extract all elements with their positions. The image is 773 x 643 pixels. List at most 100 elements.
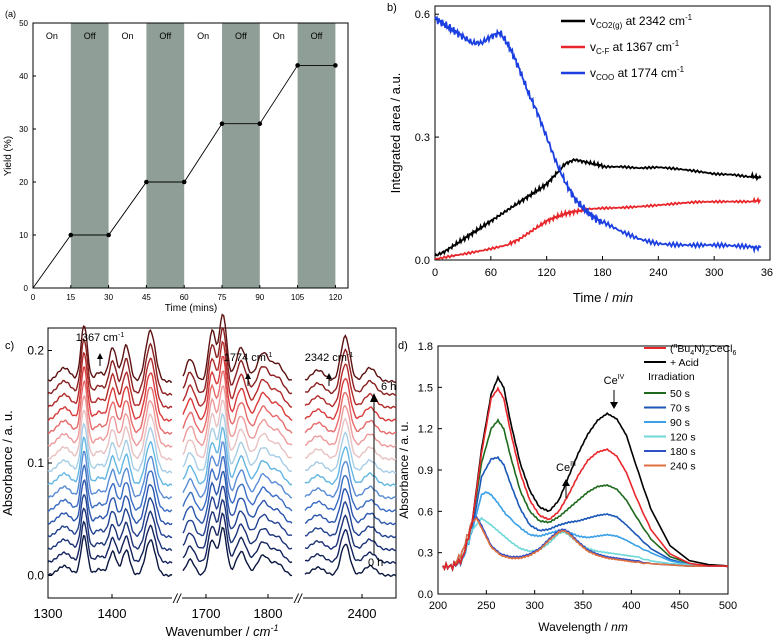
d-ytick-label: 0.9: [418, 465, 433, 477]
c-spectrum: [304, 445, 397, 487]
c-spectrum: [304, 377, 397, 422]
a-ytick-label: 30: [19, 125, 28, 134]
c-xlabel-unit: cm: [253, 624, 271, 639]
a-xtick-label: 120: [329, 293, 343, 302]
c-spectrum: [182, 385, 293, 447]
c-spectrum: [304, 348, 397, 397]
a-point: [106, 232, 111, 238]
d-series-line: [442, 455, 729, 572]
b-ylabel: Integrated area / a.u.: [388, 73, 403, 194]
c-spectrum: [47, 507, 173, 552]
a-ylabel: Yield (%): [3, 136, 14, 176]
b-xtick-label: 300: [705, 267, 723, 279]
a-xlabel: Time (mins): [165, 303, 217, 314]
b-series-line: [434, 15, 762, 254]
d-xtick-label: 200: [429, 600, 447, 612]
a-frame: [32, 22, 349, 289]
a-point: [295, 63, 300, 68]
c-xtick-label: 1300: [34, 606, 63, 621]
c-axis-break: //: [172, 591, 182, 606]
a-axes: 0 15 30 45 60 75 90 105 120 0 10 20 30 40 50: [19, 19, 343, 302]
a-point: [219, 121, 225, 126]
a-band-label: Off: [159, 31, 171, 41]
c-time-arrowhead: [370, 393, 378, 402]
c-spectrum: [304, 514, 397, 552]
d-legend-irradiation: Irradiation: [648, 371, 695, 383]
a-band-labels: On Off On Off On Off On Off: [46, 31, 323, 41]
d-legend-entry: 120 s: [670, 432, 696, 444]
b-series-line: [434, 196, 761, 260]
b-ytick-label: 0.0: [415, 255, 430, 267]
panel-b-label: b): [387, 2, 397, 14]
c-spectrum: [304, 488, 397, 526]
d-ytick-label: 0.0: [418, 589, 433, 601]
c-spectrum: [182, 313, 293, 381]
c-spectrum: [182, 498, 293, 550]
c-xlabel-sup: -1: [271, 623, 279, 633]
b-xlabel-main: Time: [573, 290, 601, 305]
d-series-line: [442, 418, 729, 572]
c-spectrum: [47, 379, 173, 435]
c-spectrum: [182, 355, 293, 421]
c-spectrum: [182, 412, 293, 472]
c-xlabel-main: Wavenumber: [165, 624, 242, 639]
d-series-line: [442, 516, 729, 572]
c-spectrum: [47, 450, 173, 500]
b-xtick-label: 240: [649, 267, 667, 279]
c-spectrum: [304, 391, 397, 435]
a-xtick-label: 90: [255, 293, 264, 302]
c-spectrum: [182, 455, 293, 512]
c-spectrum: [182, 426, 293, 486]
c-spectrum: [182, 526, 293, 577]
c-spectrum: [304, 543, 397, 578]
c-spectrum: [182, 399, 293, 459]
c-spectrum: [304, 431, 397, 474]
d-xlabel: Wavelength / nm: [538, 620, 628, 634]
c-spectrum: [47, 435, 173, 487]
d-ce3-arrowhead: [562, 479, 570, 486]
c-ytick-label: 0.1: [27, 456, 44, 470]
a-xtick-label: 105: [291, 293, 305, 302]
c-xtick-label: 2400: [348, 606, 377, 621]
d-legend-entry: 90 s: [670, 417, 690, 429]
b-xlabel: Time / min: [573, 290, 633, 305]
d-ce3-label: CeIII: [556, 461, 576, 474]
d-xlabel-main: Wavelength: [538, 620, 601, 634]
a-point: [68, 232, 74, 238]
a-ytick-label: 50: [19, 19, 28, 28]
a-point: [144, 179, 149, 185]
b-xtick-label: 120: [537, 267, 555, 279]
d-ytick-label: 1.8: [418, 341, 433, 353]
c-spectrum: [304, 474, 397, 513]
d-xtick-label: 300: [525, 600, 543, 612]
c-annotation: 1774 cm-1: [224, 352, 273, 364]
d-xtick-label: 350: [574, 600, 592, 612]
c-spectrum: [47, 409, 173, 461]
a-band-label: On: [46, 31, 58, 41]
d-ytick-label: 0.3: [418, 548, 433, 560]
b-legend-entry: vCOO at 1774 cm-1: [590, 65, 685, 82]
b-xlabel-unit: min: [612, 290, 633, 305]
c-spectrum: [47, 478, 173, 526]
d-series: [442, 374, 729, 572]
c-spectrum: [47, 394, 173, 448]
d-ytick-label: 1.5: [418, 382, 433, 394]
d-legend-acid: + Acid: [670, 357, 699, 369]
panel-d-label: d): [398, 340, 408, 352]
c-xlabel: Wavenumber / cm-1: [165, 623, 278, 639]
c-xtick-label: 1400: [98, 606, 127, 621]
c-annotation-arrowhead: [97, 353, 103, 359]
panel-c: c) 0.0 0.1 0.2 1300 1400 1700 1800 2400 // // 136…: [0, 313, 397, 639]
a-ytick-label: 10: [19, 231, 28, 240]
c-series: [47, 313, 397, 578]
c-ylabel: Absorbance / a. u.: [0, 410, 15, 516]
a-series: [32, 63, 338, 289]
a-xtick-label: 45: [142, 293, 151, 302]
b-legend: vCO2(g) at 2342 cm-1 vC-F at 1367 cm-1 vCO…: [561, 13, 693, 82]
a-off-band: [70, 23, 109, 288]
a-band-label: Off: [311, 31, 323, 41]
d-ce4-arrowhead: [610, 402, 618, 409]
c-ytick-label: 0.2: [27, 344, 44, 358]
c-axes: 0.0 0.1 0.2 1300 1400 1700 1800 2400 // //: [27, 344, 376, 622]
c-xtick-label: 1700: [192, 606, 221, 621]
